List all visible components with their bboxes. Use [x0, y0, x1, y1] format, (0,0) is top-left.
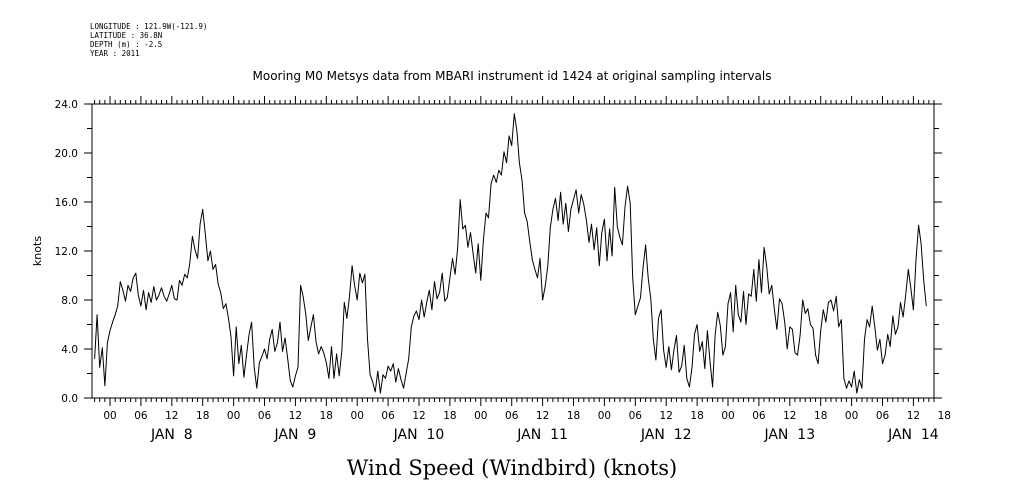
y-tick-label: 12.0 [55, 246, 78, 258]
x-tick-label: 06 [258, 410, 272, 422]
x-tick-label: 12 [412, 410, 425, 422]
x-tick-label: 18 [320, 410, 333, 422]
x-tick-label: 12 [660, 410, 673, 422]
y-tick-label: 24.0 [55, 99, 78, 111]
longitude-label: LONGITUDE : 121.9W(-121.9) [90, 22, 207, 31]
x-tick-label: 00 [227, 410, 240, 422]
x-tick-label: 06 [752, 410, 766, 422]
x-axis-label: Wind Speed (Windbird) (knots) [347, 456, 677, 480]
y-tick-label: 0.0 [61, 393, 78, 405]
year-label: YEAR : 2011 [90, 49, 140, 58]
x-tick-label: 18 [938, 410, 951, 422]
series-line-wind-speed [94, 113, 927, 394]
x-tick-label: 06 [505, 410, 519, 422]
x-tick-label: 12 [289, 410, 302, 422]
x-tick-label: 12 [165, 410, 178, 422]
day-label: JAN 12 [640, 427, 692, 443]
x-tick-label: 12 [907, 410, 920, 422]
x-tick-label: 06 [134, 410, 148, 422]
x-tick-label: 18 [814, 410, 827, 422]
day-label: JAN 10 [393, 427, 445, 443]
x-tick-label: 00 [351, 410, 364, 422]
x-tick-label: 12 [783, 410, 796, 422]
x-tick-label: 06 [876, 410, 890, 422]
x-tick-label: 18 [567, 410, 580, 422]
y-tick-label: 4.0 [61, 344, 78, 356]
x-tick-label: 12 [536, 410, 549, 422]
x-tick-label: 00 [474, 410, 487, 422]
day-label: JAN 11 [516, 427, 568, 443]
plot-frame [91, 103, 935, 399]
x-tick-labels: 00 06 12 18 00 06 12 18 00 06 12 18 00 06 12 18 00 06 12 18… [103, 410, 951, 422]
day-label: JAN 9 [274, 427, 317, 443]
y-tick-label: 8.0 [61, 295, 78, 307]
x-tick-label: 06 [381, 410, 395, 422]
header-info: LONGITUDE : 121.9W(-121.9) LATITUDE : 36… [90, 22, 207, 58]
x-tick-label: 00 [103, 410, 116, 422]
x-tick-label: 18 [196, 410, 209, 422]
chart-title: Mooring M0 Metsys data from MBARI instru… [253, 69, 772, 83]
latitude-label: LATITUDE : 36.8N [90, 31, 162, 40]
x-tick-label: 00 [721, 410, 734, 422]
x-tick-label: 18 [443, 410, 456, 422]
day-label: JAN 13 [763, 427, 815, 443]
x-tick-label: 00 [598, 410, 611, 422]
y-tick-label: 16.0 [55, 197, 78, 209]
x-tick-label: 18 [690, 410, 703, 422]
x-tick-label: 00 [845, 410, 858, 422]
x-tick-label: 06 [629, 410, 643, 422]
day-label: JAN 8 [150, 427, 193, 443]
day-labels: JAN 8 JAN 9 JAN 10 JAN 11 JAN 12 JAN 13 JAN 14 [150, 427, 939, 443]
axis-ticks [84, 96, 942, 406]
depth-label: DEPTH (m) : -2.5 [90, 40, 162, 49]
y-tick-label: 20.0 [55, 148, 78, 160]
y-tick-labels: 0.0 4.0 8.0 12.0 16.0 20.0 24.0 [55, 99, 78, 405]
day-label: JAN 14 [887, 427, 939, 443]
y-axis-label: knots [31, 236, 44, 266]
